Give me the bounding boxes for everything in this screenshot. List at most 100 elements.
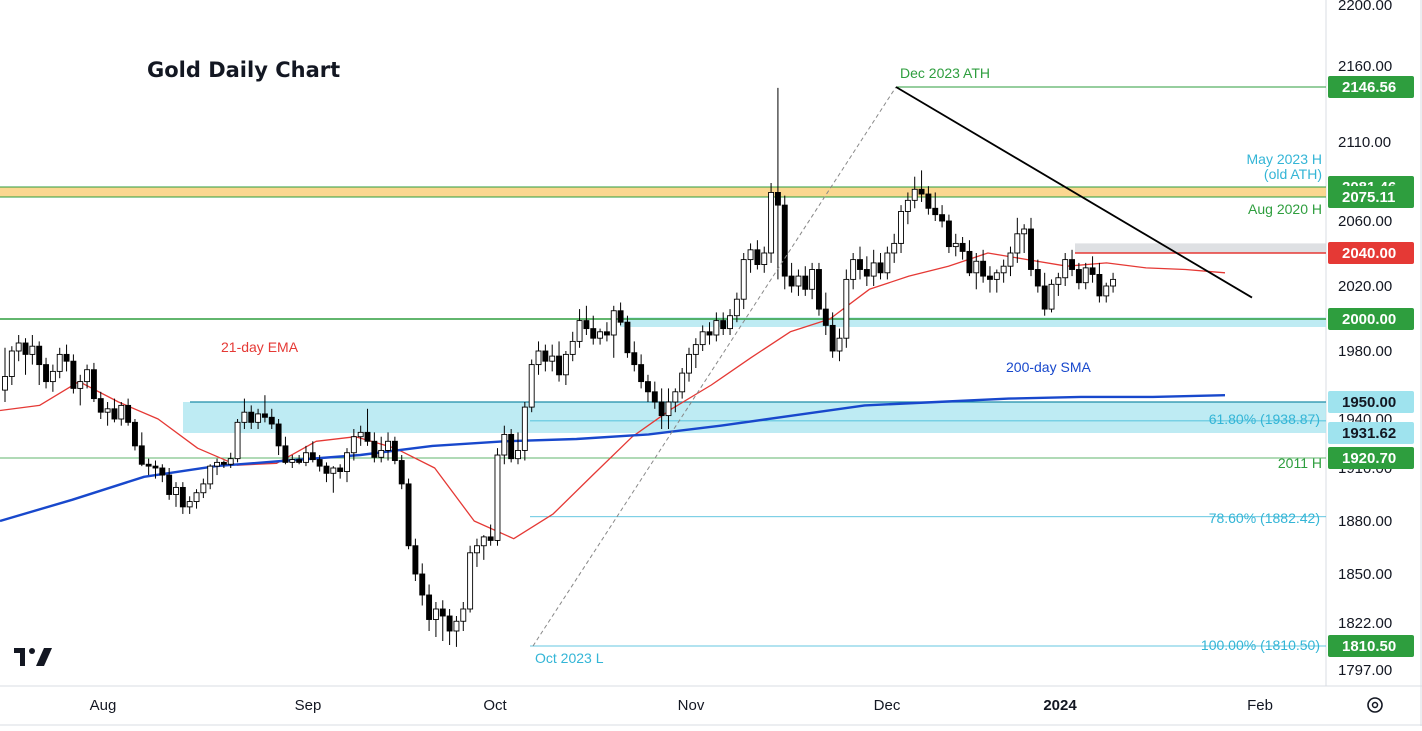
- candle-body-bear: [925, 193, 932, 209]
- candle: [419, 563, 426, 606]
- candle: [829, 312, 836, 358]
- candle: [132, 419, 138, 451]
- candle-body-bear: [556, 355, 562, 376]
- candle-body-bull: [227, 458, 234, 465]
- candle-body-bear: [822, 308, 829, 326]
- candle: [2, 347, 8, 402]
- price-badge: 1950.00: [1328, 391, 1414, 413]
- candle-body-bull: [501, 433, 508, 456]
- candle-body-bull: [679, 372, 686, 393]
- candle-body-bear: [268, 416, 275, 425]
- price-badge-label: 2000.00: [1342, 311, 1396, 328]
- candle: [843, 269, 850, 348]
- price-badge-bg: [1328, 242, 1414, 264]
- fib-100-label: 100.00% (1810.50): [1201, 637, 1320, 653]
- overlay-layer: [532, 86, 1253, 647]
- candle: [959, 237, 966, 260]
- candle: [1082, 262, 1089, 290]
- candle: [412, 538, 419, 581]
- price-badge-label: 1810.50: [1342, 638, 1396, 655]
- time-axis[interactable]: Aug Sep Oct Nov Dec 2024 Feb: [90, 697, 1273, 714]
- candle: [774, 87, 781, 280]
- candle: [494, 448, 501, 546]
- candle: [330, 466, 337, 493]
- candle: [70, 354, 77, 394]
- high-2011-label: 2011 H: [1278, 455, 1322, 471]
- price-axis[interactable]: 2200.00 2160.00 2110.00 2060.00 2020.00 1980.…: [1338, 0, 1392, 679]
- candle: [8, 346, 15, 385]
- candle: [323, 462, 330, 483]
- candle-body-bull: [535, 350, 542, 366]
- candle: [193, 489, 200, 509]
- price-badge: 1810.50: [1328, 635, 1414, 657]
- settings-gear-icon[interactable]: [1367, 697, 1383, 713]
- candle-body-bear: [309, 452, 316, 461]
- candle-body-bull: [200, 483, 207, 494]
- candle-body-bear: [391, 440, 398, 461]
- candle-body-bull: [870, 262, 877, 277]
- candle-body-bear: [781, 204, 788, 277]
- candle: [515, 432, 521, 465]
- candle: [56, 347, 63, 379]
- candle: [36, 341, 43, 385]
- candle-body-bear: [125, 404, 132, 423]
- candle: [508, 429, 515, 463]
- candle-body-bull: [562, 353, 569, 376]
- price-badge-label: 1920.70: [1342, 450, 1396, 467]
- ema-label: 21-day EMA: [221, 339, 299, 355]
- candle: [870, 249, 877, 286]
- candle: [754, 240, 761, 270]
- resistance-grey-zone: [1075, 243, 1326, 253]
- candle: [214, 458, 220, 476]
- candle-body-bear: [405, 483, 412, 547]
- candle: [898, 205, 904, 253]
- price-badge-label: 2040.00: [1342, 245, 1396, 262]
- candle: [84, 364, 91, 389]
- candle-body-bear: [918, 188, 925, 195]
- candle-body-bear: [179, 486, 186, 508]
- candle: [261, 395, 268, 423]
- candle: [125, 398, 132, 426]
- candle-body-bear: [1096, 274, 1103, 297]
- candle-body-bull: [214, 461, 220, 467]
- chart-title: Gold Daily Chart: [147, 58, 340, 82]
- candle-body-bear: [166, 474, 173, 495]
- candle-body-bear: [63, 353, 70, 362]
- candle-body-bull: [1103, 285, 1110, 297]
- candle-body-bull: [973, 260, 980, 274]
- old-ath-resistance-band: [0, 187, 1326, 197]
- support-2000-band: [620, 317, 1326, 327]
- candle-body-bull: [1021, 228, 1028, 235]
- candle-body-bear: [1089, 267, 1096, 275]
- candle: [337, 464, 344, 479]
- candle-body-bull: [1082, 267, 1089, 284]
- candle-body-bear: [638, 364, 645, 383]
- candle-body-bull: [193, 492, 200, 503]
- candle: [918, 170, 925, 202]
- candle-body-bull: [761, 252, 768, 266]
- candle: [597, 328, 604, 345]
- candle: [385, 432, 391, 461]
- candle: [234, 419, 241, 463]
- candle-body-bull: [1062, 259, 1069, 279]
- fib-618-label: 61.80% (1938.87): [1209, 411, 1320, 427]
- candle-body-bull: [891, 242, 898, 254]
- candle: [90, 362, 97, 402]
- candle: [795, 269, 802, 296]
- levels-layer: [0, 86, 1326, 647]
- candle: [884, 246, 891, 280]
- candle-body-bear: [932, 207, 939, 216]
- candle: [378, 436, 385, 463]
- candle: [460, 602, 467, 631]
- candle: [467, 545, 474, 613]
- candle: [911, 176, 918, 209]
- candle-body-bull: [569, 340, 576, 355]
- candle-body-bull: [911, 188, 918, 201]
- candle-body-bear: [412, 545, 419, 575]
- candle-body-bull: [474, 545, 480, 554]
- candle: [138, 432, 145, 467]
- price-badge-bg: [1328, 391, 1414, 413]
- time-axis-tick: Nov: [678, 697, 705, 714]
- candle: [255, 408, 262, 430]
